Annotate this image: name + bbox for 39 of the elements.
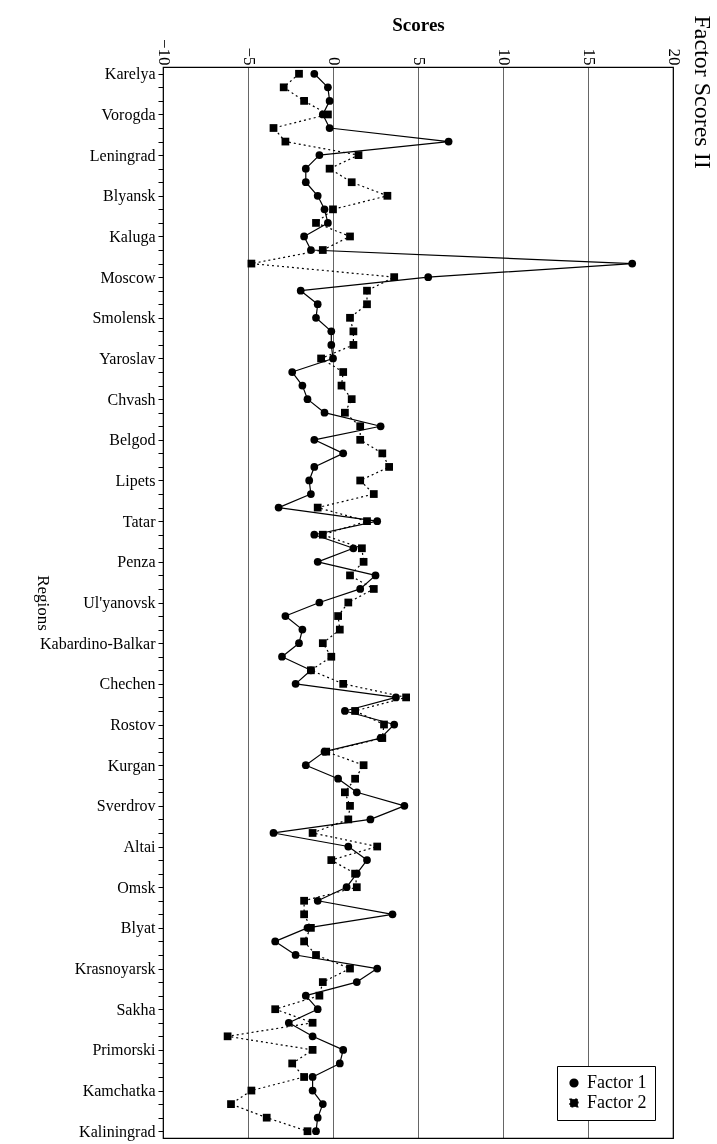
legend-label: Factor 1 (587, 1072, 647, 1092)
y-tick-label: Rostov (110, 716, 156, 734)
y-tick-label: Primorski (92, 1041, 157, 1059)
y-tick-label: Kaluga (109, 227, 156, 246)
y-tick-label: Sakha (116, 1000, 156, 1018)
x-tick-label: 20 (664, 48, 684, 66)
x-tick-label: 0 (324, 57, 344, 66)
y-tick-label: Ul'yanovsk (83, 594, 156, 612)
y-tick-label: Chvash (107, 390, 156, 408)
y-axis-title: Regions (33, 575, 53, 631)
y-tick-label: Altai (123, 838, 157, 856)
y-tick-label: Chechen (99, 675, 156, 693)
y-tick-label: Moscow (100, 268, 156, 286)
y-tick-label: Karelya (104, 65, 156, 84)
y-tick-label: Kurgan (107, 756, 156, 775)
y-tick-label: Leningrad (89, 146, 156, 165)
y-tick-label: Omsk (117, 878, 156, 896)
y-tick-label: Kabardino-Balkar (39, 634, 157, 652)
y-tick-label: Smolensk (92, 309, 156, 327)
y-tick-label: Belgod (109, 431, 156, 450)
x-tick-label: −5 (239, 47, 259, 66)
y-tick-label: Blyat (120, 919, 157, 938)
y-tick-label: Krasnoyarsk (74, 960, 156, 979)
text: Factor Scores II (690, 15, 716, 169)
y-tick-label: Lipets (115, 471, 156, 490)
x-tick-label: −10 (154, 38, 174, 66)
y-tick-label: Sverdrov (96, 797, 156, 815)
y-tick-label: Blyansk (103, 187, 156, 206)
x-axis-title: Scores (392, 13, 445, 35)
y-tick-label: Yaroslav (99, 349, 156, 367)
y-tick-label: Tatar (122, 512, 157, 530)
y-tick-label: Kamchatka (82, 1082, 156, 1100)
legend-label: Factor 2 (587, 1092, 647, 1112)
x-tick-label: 10 (494, 48, 514, 66)
x-tick-label: 15 (579, 48, 599, 66)
y-tick-label: Kaliningrad (79, 1122, 156, 1141)
y-tick-label: Vorogda (101, 105, 156, 124)
x-tick-label: 5 (409, 57, 429, 66)
y-tick-label: Penza (117, 553, 156, 571)
